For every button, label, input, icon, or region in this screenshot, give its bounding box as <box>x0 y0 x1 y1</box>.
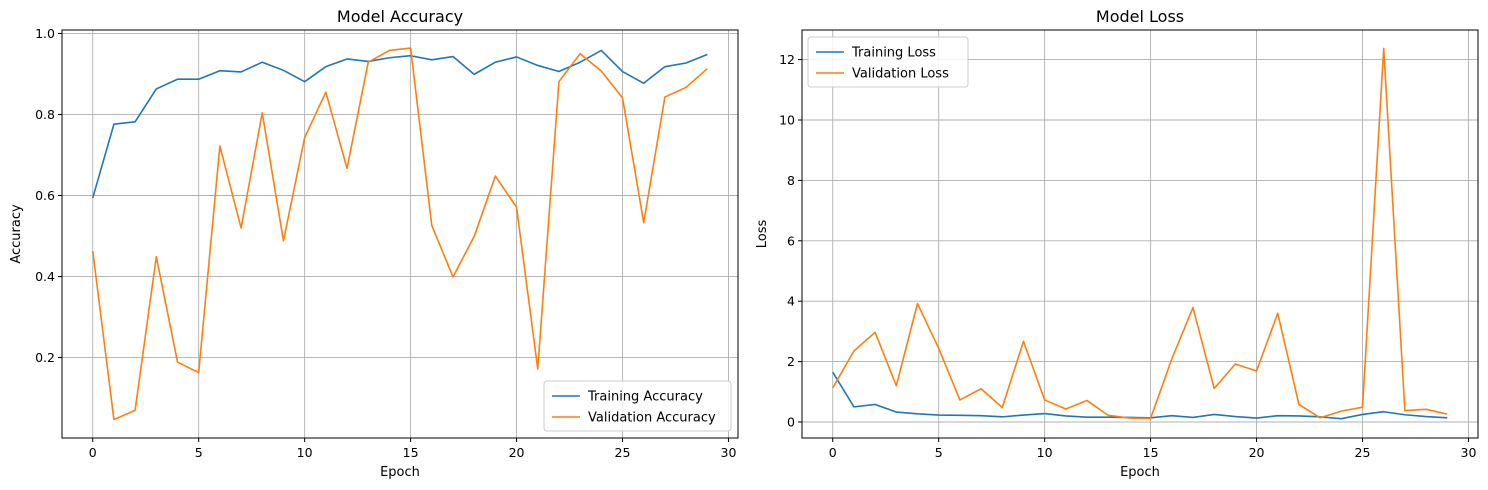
y-tick-label: 10 <box>779 112 795 127</box>
legend-frame <box>543 380 732 432</box>
y-axis-label: Loss <box>755 220 770 249</box>
y-tick-label: 2 <box>787 354 795 369</box>
axes-frame <box>61 29 739 439</box>
y-tick-label: 0.8 <box>35 107 55 122</box>
series-line-validation-loss <box>832 47 1448 420</box>
x-tick-label: 5 <box>935 445 943 460</box>
y-tick-label: 0.2 <box>35 350 55 365</box>
x-tick-label: 0 <box>89 445 97 460</box>
y-tick-label: 0.4 <box>35 269 55 284</box>
x-tick-label: 30 <box>1461 445 1477 460</box>
x-tick-label: 10 <box>1037 445 1053 460</box>
x-tick-label: 10 <box>297 445 313 460</box>
y-tick-label: 4 <box>787 294 795 309</box>
axes-frame <box>801 29 1479 439</box>
x-tick-label: 25 <box>615 445 631 460</box>
chart-title: Model Loss <box>1096 7 1184 26</box>
x-tick-label: 15 <box>403 445 419 460</box>
x-tick-label: 20 <box>509 445 525 460</box>
y-axis-label: Accuracy <box>9 204 24 264</box>
x-tick-label: 25 <box>1355 445 1371 460</box>
legend-label-training-loss: Training Loss <box>851 46 936 61</box>
y-tick-label: 0.6 <box>35 188 55 203</box>
x-tick-label: 30 <box>721 445 737 460</box>
x-tick-label: 20 <box>1249 445 1265 460</box>
legend-label-training-accuracy: Training Accuracy <box>587 390 703 405</box>
x-tick-label: 15 <box>1143 445 1159 460</box>
chart-title: Model Accuracy <box>337 7 463 26</box>
legend: Training Accuracy Validation Accuracy <box>543 380 732 432</box>
y-tick-label: 8 <box>787 173 795 188</box>
x-tick-label: 5 <box>195 445 203 460</box>
y-tick-label: 6 <box>787 233 795 248</box>
legend-frame <box>807 36 969 88</box>
chart-panel-model-accuracy: 0 5 10 15 20 25 30 0.2 0.4 0.6 0.8 1.0 Model Accurac… <box>9 7 739 480</box>
x-axis-label: Epoch <box>380 465 420 480</box>
y-tick-label: 1.0 <box>35 26 55 41</box>
series-line-training-accuracy <box>91 49 708 199</box>
legend: Training Loss Validation Loss <box>807 36 969 88</box>
series-line-training-loss <box>832 371 1448 420</box>
legend-label-validation-loss: Validation Loss <box>852 67 949 82</box>
y-tick-label: 0 <box>787 414 795 429</box>
series-line-validation-accuracy <box>91 47 708 421</box>
x-axis-label: Epoch <box>1120 465 1160 480</box>
chart-panel-model-loss: 0 5 10 15 20 25 30 0 2 4 6 8 10 12 Model Loss Epoch Loss… <box>755 7 1479 480</box>
y-tick-label: 12 <box>779 52 795 67</box>
x-tick-label: 0 <box>829 445 837 460</box>
legend-label-validation-accuracy: Validation Accuracy <box>588 411 716 426</box>
